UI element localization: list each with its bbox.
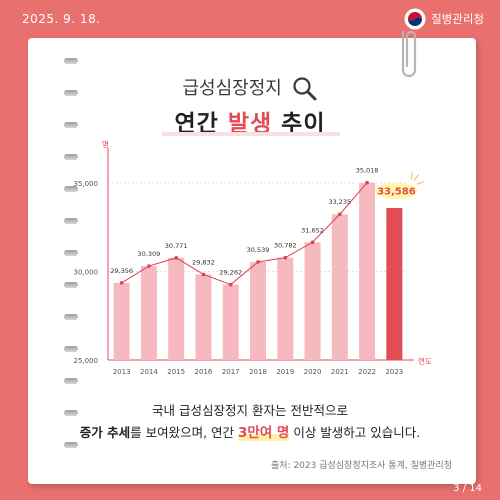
desc-bold: 증가 추세 xyxy=(79,425,131,440)
government-emblem-icon xyxy=(404,8,426,30)
desc-text: 이상 발생하고 있습니다. xyxy=(289,425,421,440)
title-underline xyxy=(162,132,340,136)
data-label: 30,309 xyxy=(138,250,161,258)
bar xyxy=(386,208,403,360)
description-line2: 증가 추세를 보여왔으며, 연간 3만여 명 이상 발생하고 있습니다. xyxy=(0,421,500,441)
data-label: 29,356 xyxy=(110,267,133,275)
title-text: 급성심장정지 xyxy=(182,78,282,99)
data-label-highlight: 33,586 xyxy=(377,187,416,198)
binder-ring xyxy=(64,442,78,448)
trend-line xyxy=(121,182,368,286)
binder-ring xyxy=(64,186,78,192)
paperclip-icon xyxy=(401,30,417,78)
binder-ring xyxy=(64,90,78,96)
magnifier-icon xyxy=(292,77,317,101)
x-tick-label: 2013 xyxy=(113,368,131,376)
bar xyxy=(195,274,212,360)
binder-ring xyxy=(64,314,78,320)
data-point xyxy=(228,282,233,287)
x-axis-unit-label: 연도 xyxy=(418,357,432,366)
x-tick-label: 2023 xyxy=(385,368,403,376)
x-tick-label: 2019 xyxy=(276,368,294,376)
binder-ring xyxy=(64,378,78,384)
x-tick-label: 2022 xyxy=(358,368,376,376)
data-point xyxy=(201,272,206,277)
date-label: 2025. 9. 18. xyxy=(22,12,101,26)
data-point xyxy=(256,260,260,264)
binder-ring xyxy=(64,410,78,416)
binder-ring xyxy=(64,346,78,352)
data-label: 30,782 xyxy=(274,242,297,250)
bar xyxy=(359,182,376,360)
data-label: 31,652 xyxy=(301,226,324,234)
y-tick-label: 35,000 xyxy=(74,180,99,188)
y-tick-label: 25,000 xyxy=(74,357,99,365)
data-label: 30,771 xyxy=(165,242,188,250)
data-point xyxy=(283,255,288,260)
binder-ring xyxy=(64,250,78,256)
title-line1: 급성심장정지 xyxy=(0,74,500,102)
data-point xyxy=(310,240,315,245)
data-point xyxy=(365,180,369,185)
page-number: 3 / 14 xyxy=(453,483,482,494)
description-line1: 국내 급성심장정지 환자는 전반적으로 xyxy=(152,403,348,418)
x-tick-label: 2018 xyxy=(249,368,267,376)
source-note: 출처: 2023 급성심장정지조사 통계, 질병관리청 xyxy=(270,461,452,471)
desc-emphasis: 3만여 명 xyxy=(238,425,290,441)
agency-name: 질병관리청 xyxy=(431,12,484,26)
data-label: 29,832 xyxy=(192,258,215,266)
bar xyxy=(250,261,266,360)
data-point xyxy=(147,264,151,268)
x-tick-label: 2015 xyxy=(167,368,185,376)
desc-text: 를 보여왔으며, 연간 xyxy=(130,425,238,440)
agency-brand: 질병관리청 xyxy=(404,8,484,30)
bar xyxy=(222,284,239,360)
binder-ring xyxy=(64,58,78,64)
data-label: 30,539 xyxy=(247,246,270,254)
data-label: 29,262 xyxy=(219,269,242,277)
bar xyxy=(168,257,185,360)
binder-ring xyxy=(64,122,78,128)
data-point xyxy=(338,212,342,217)
bar xyxy=(113,282,130,360)
sparkle-icon xyxy=(410,172,424,185)
y-axis-unit-label: 명 xyxy=(102,139,109,149)
bar xyxy=(277,257,294,360)
bar xyxy=(140,266,157,360)
highlight-bubble xyxy=(375,183,418,200)
bar xyxy=(304,242,321,360)
binder-ring xyxy=(64,218,78,224)
data-point xyxy=(119,281,124,285)
binder-ring xyxy=(64,154,78,160)
x-tick-label: 2016 xyxy=(195,368,213,376)
data-point xyxy=(174,256,178,260)
binder-ring xyxy=(64,282,78,288)
x-tick-label: 2021 xyxy=(331,368,349,376)
x-tick-label: 2017 xyxy=(222,368,240,376)
x-tick-label: 2014 xyxy=(140,368,158,376)
data-label: 35,018 xyxy=(356,167,379,175)
data-label: 33,235 xyxy=(328,198,351,206)
x-tick-label: 2020 xyxy=(304,368,322,376)
bar xyxy=(331,214,348,360)
y-tick-label: 30,000 xyxy=(74,269,99,277)
